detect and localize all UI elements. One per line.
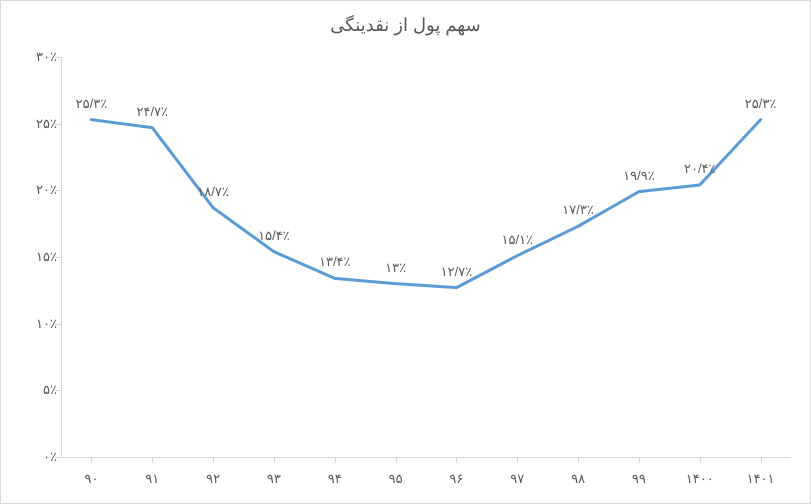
y-axis-label: ۱۵٪: [13, 249, 57, 265]
x-axis-label: ۹۸: [571, 471, 585, 487]
x-axis-label: ۹۳: [267, 471, 281, 487]
x-tick: [274, 457, 275, 463]
y-axis-label: ۵٪: [13, 382, 57, 398]
x-axis-label: ۱۴۰۱: [747, 471, 775, 487]
chart-title: سهم پول از نقدینگی: [1, 15, 810, 36]
x-axis-label: ۹۰: [84, 471, 98, 487]
data-label: ۱۳/۴٪: [319, 254, 351, 270]
x-axis-label: ۱۴۰۰: [686, 471, 714, 487]
y-axis-label: ۲۰٪: [13, 182, 57, 198]
data-label: ۱۳٪: [385, 260, 406, 276]
x-tick: [761, 457, 762, 463]
x-axis-label: ۹۷: [510, 471, 524, 487]
x-axis-label: ۹۲: [206, 471, 220, 487]
data-label: ۱۵/۱٪: [501, 232, 533, 248]
x-tick: [335, 457, 336, 463]
line-series: [61, 57, 791, 457]
data-label: ۲۰/۴٪: [684, 161, 716, 177]
x-tick: [213, 457, 214, 463]
data-label: ۱۷/۳٪: [562, 202, 594, 218]
x-tick: [152, 457, 153, 463]
data-label: ۱۸/۷٪: [197, 184, 229, 200]
data-label: ۱۵/۴٪: [258, 228, 290, 244]
x-tick: [456, 457, 457, 463]
x-tick: [700, 457, 701, 463]
x-tick: [639, 457, 640, 463]
x-axis-label: ۹۱: [145, 471, 159, 487]
x-axis-label: ۹۴: [328, 471, 342, 487]
x-axis-label: ۹۹: [632, 471, 646, 487]
y-axis-label: ۳۰٪: [13, 49, 57, 65]
y-axis-label: ۱۰٪: [13, 316, 57, 332]
x-tick: [578, 457, 579, 463]
y-axis-label: ۲۵٪: [13, 116, 57, 132]
x-axis-label: ۹۶: [449, 471, 463, 487]
x-tick: [517, 457, 518, 463]
x-axis-label: ۹۵: [389, 471, 403, 487]
data-label: ۲۴/۷٪: [136, 104, 168, 120]
x-tick: [91, 457, 92, 463]
data-label: ۱۹/۹٪: [623, 168, 655, 184]
x-axis-line: [61, 457, 791, 458]
chart-container: سهم پول از نقدینگی ۰٪۵٪۱۰٪۱۵٪۲۰٪۲۵٪۳۰٪۹۰…: [0, 0, 811, 504]
y-axis-label: ۰٪: [13, 449, 57, 465]
data-label: ۲۵/۳٪: [76, 96, 108, 112]
data-label: ۲۵/۳٪: [745, 96, 777, 112]
data-label: ۱۲/۷٪: [441, 264, 473, 280]
plot-area: ۰٪۵٪۱۰٪۱۵٪۲۰٪۲۵٪۳۰٪۹۰۹۱۹۲۹۳۹۴۹۵۹۶۹۷۹۸۹۹۱…: [61, 57, 791, 457]
x-tick: [396, 457, 397, 463]
